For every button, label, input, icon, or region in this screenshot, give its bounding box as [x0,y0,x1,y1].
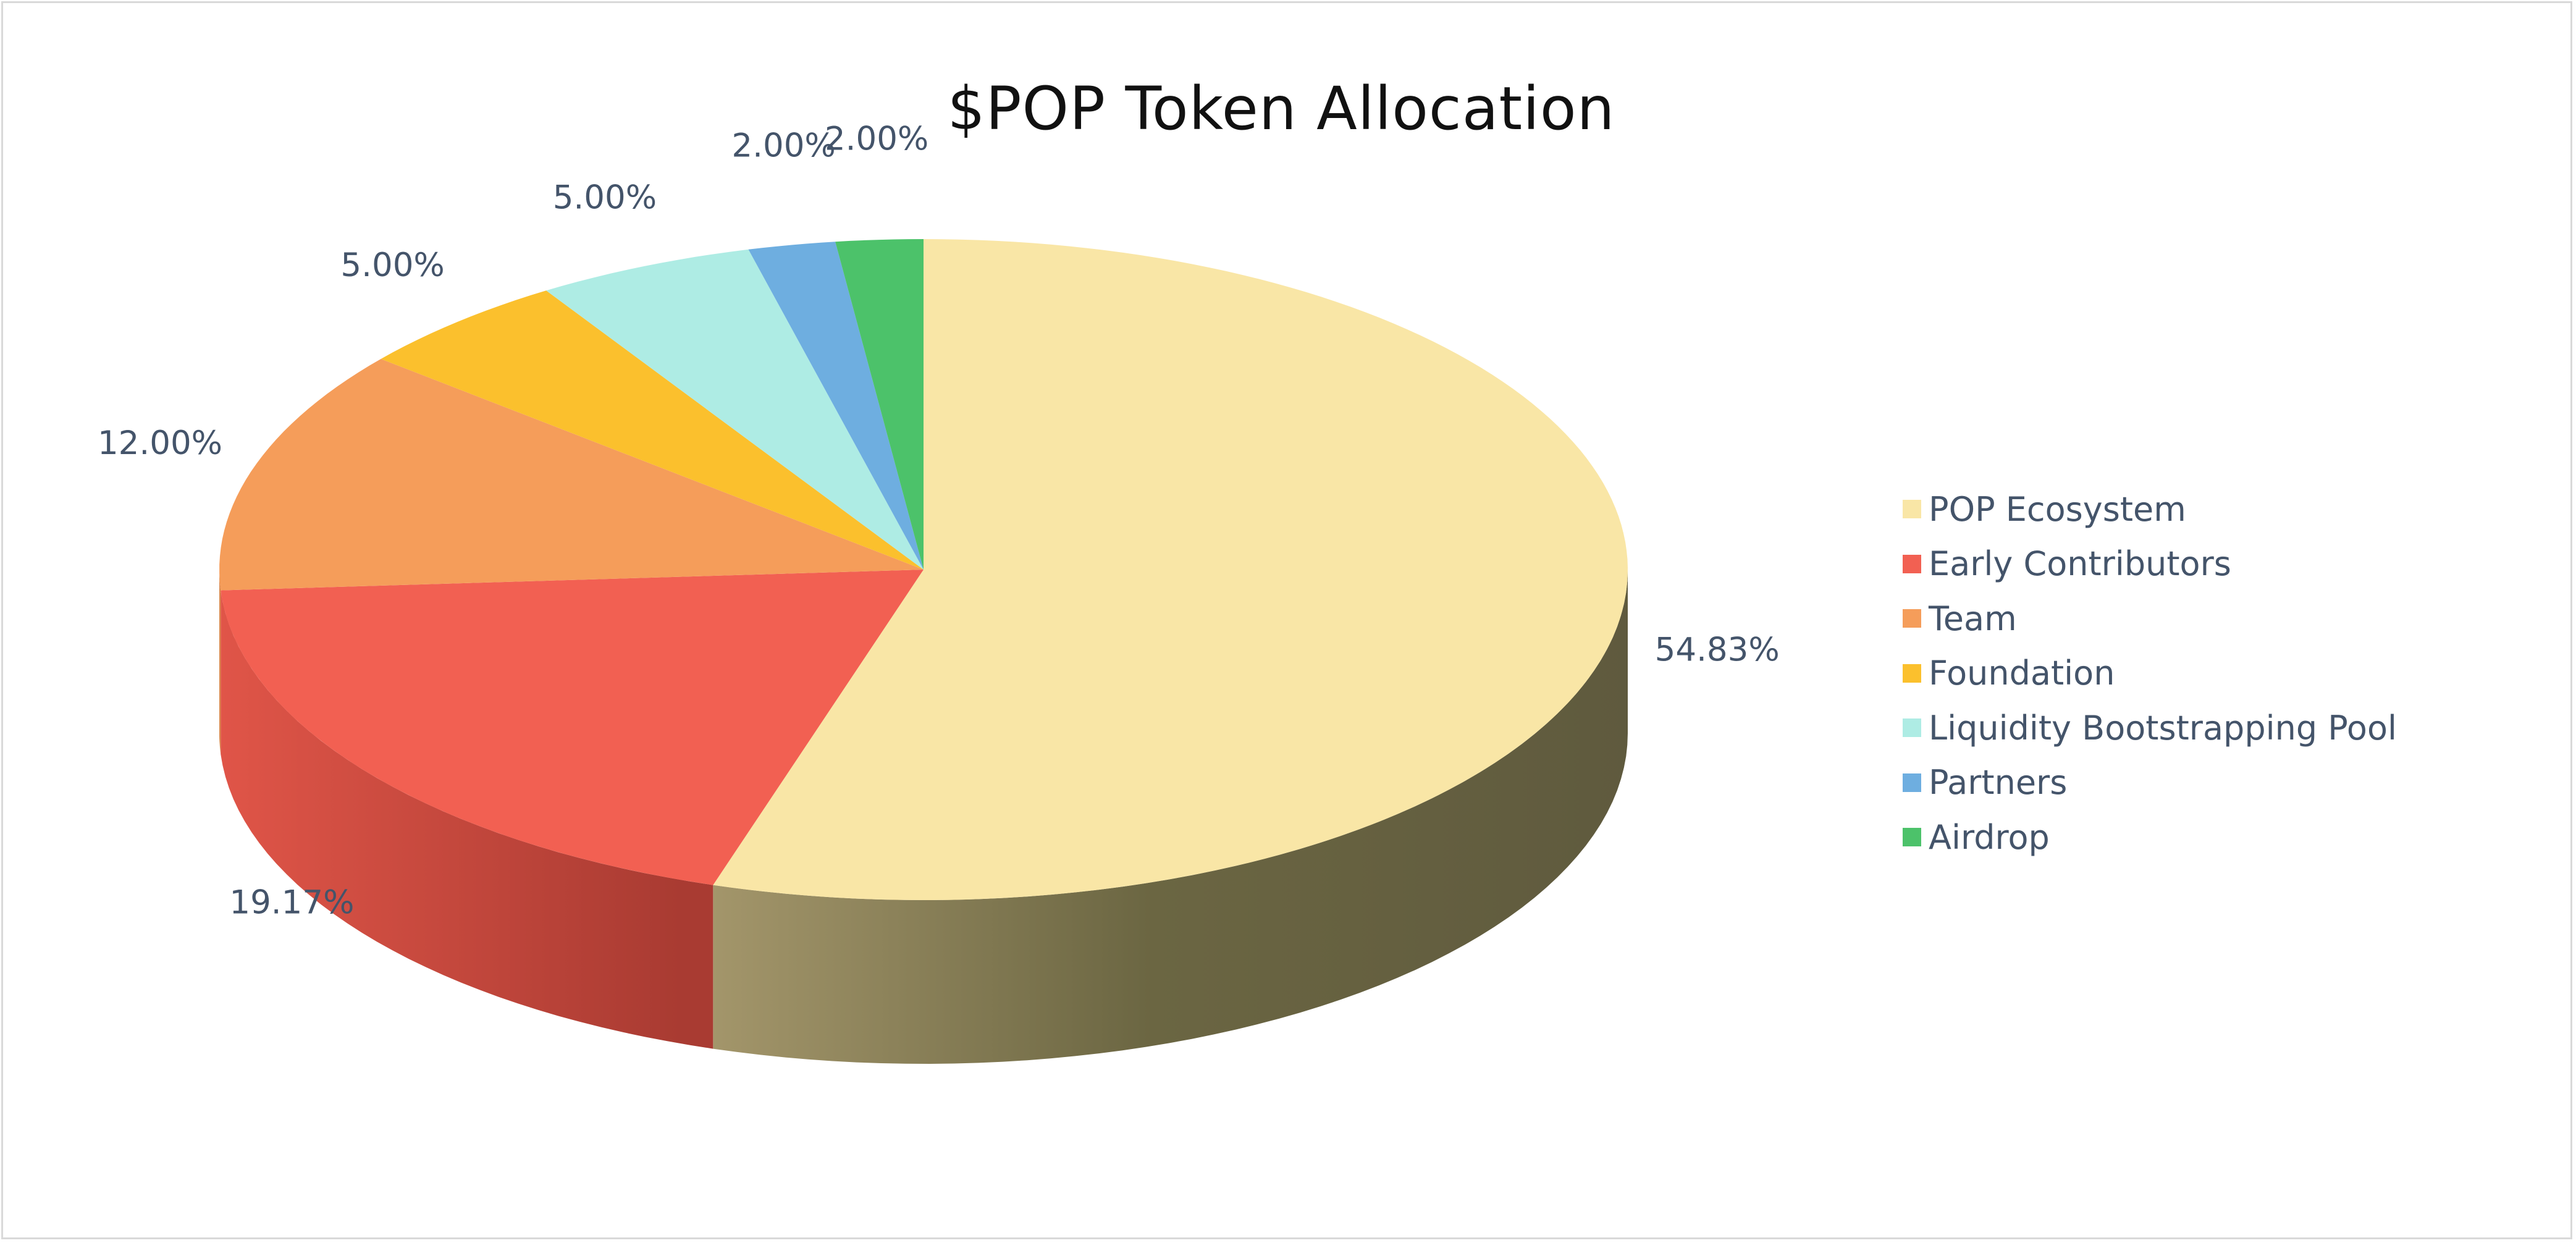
chart-title: $POP Token Allocation [947,74,1615,143]
legend-item-team: Team [1903,591,2397,646]
pie-side-pop-ecosystem [713,570,1628,1064]
pie-side-team [219,570,221,754]
pie-side-early-contributors [221,590,713,1049]
legend-item-early-contributors: Early Contributors [1903,537,2397,592]
data-label-team: 12.00% [98,424,222,462]
pie-slice-partners[interactable] [748,242,924,570]
legend-label: Airdrop [1929,817,2050,857]
legend-label: POP Ecosystem [1929,489,2186,529]
legend-swatch [1903,554,1921,573]
legend-label: Liquidity Bootstrapping Pool [1929,708,2397,748]
pie-slice-foundation[interactable] [381,290,924,570]
data-label-foundation: 5.00% [340,246,444,284]
legend-item-airdrop: Airdrop [1903,810,2397,865]
legend-swatch [1903,718,1921,738]
pie-slice-airdrop[interactable] [835,239,924,570]
legend-swatch [1903,828,1921,847]
legend-label: Early Contributors [1929,544,2231,584]
pie-slice-early-contributors[interactable] [221,570,924,885]
legend-item-partners: Partners [1903,756,2397,811]
legend-swatch [1903,609,1921,628]
legend-item-foundation: Foundation [1903,646,2397,701]
pie-slice-team[interactable] [219,359,924,591]
legend-item-liquidity-bootstrapping-pool: Liquidity Bootstrapping Pool [1903,701,2397,756]
legend-label: Foundation [1929,654,2115,693]
pie-slice-pop-ecosystem[interactable] [713,239,1628,900]
data-label-airdrop: 2.00% [825,120,928,158]
legend-swatch [1903,773,1921,792]
data-label-partners: 2.00% [731,127,835,164]
data-label-early-contributors: 19.17% [229,883,354,921]
chart-legend: POP Ecosystem Early Contributors Team Found… [1903,482,2397,865]
data-label-liquidity-bootstrapping-pool: 5.00% [553,179,657,217]
legend-swatch [1903,664,1921,683]
legend-item-pop-ecosystem: POP Ecosystem [1903,482,2397,537]
legend-label: Partners [1929,763,2068,803]
legend-swatch [1903,500,1921,519]
pie-slice-liquidity-bootstrapping-pool[interactable] [546,249,924,570]
data-label-pop-ecosystem: 54.83% [1655,631,1780,668]
legend-label: Team [1929,599,2017,638]
